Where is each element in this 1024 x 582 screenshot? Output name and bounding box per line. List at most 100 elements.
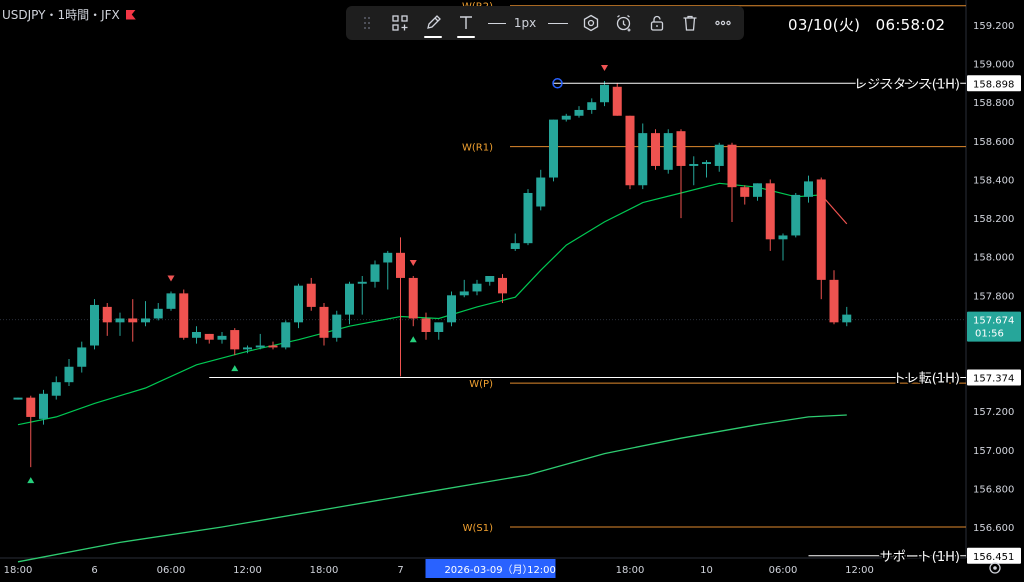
- color-swatch: [423, 36, 442, 38]
- candle-body: [268, 345, 278, 348]
- candle-body: [561, 115, 571, 120]
- candle-body: [77, 347, 87, 367]
- current-price-countdown: 01:56: [975, 329, 1004, 340]
- candle-body: [115, 318, 125, 323]
- candle: [115, 312, 125, 336]
- candle: [702, 160, 711, 178]
- candle-body: [332, 314, 342, 338]
- pivot-label: W(S1): [463, 523, 493, 534]
- candle-body: [536, 177, 546, 207]
- candle-body: [587, 102, 597, 110]
- templates-icon[interactable]: [389, 10, 411, 36]
- candle: [396, 237, 405, 377]
- candle: [281, 320, 291, 350]
- candle: [192, 326, 201, 344]
- alert-icon[interactable]: [613, 10, 635, 36]
- candle: [804, 175, 813, 203]
- candle-body: [676, 131, 686, 166]
- candle: [714, 142, 724, 172]
- price-axis: 159.200 159.000 158.800 158.600 158.400 158.2…: [967, 21, 1021, 564]
- text-color-icon[interactable]: [455, 10, 477, 38]
- horizontal-lines: レジスタンス(1H) トレ転(1H) サポート(1H): [209, 76, 966, 566]
- current-price-value: 157.674: [973, 316, 1014, 327]
- candle-body: [204, 333, 214, 340]
- candle: [485, 276, 495, 286]
- grid: [0, 0, 967, 559]
- candle: [778, 233, 788, 261]
- time-tick-label: 18:00: [310, 565, 339, 576]
- candle-body: [510, 243, 520, 249]
- drawing-toolbar: 1px: [346, 6, 744, 40]
- candle-body: [600, 84, 609, 103]
- moving-average-long: [17, 414, 847, 563]
- candle-body: [842, 314, 852, 323]
- candle-body: [306, 283, 316, 307]
- candle: [447, 291, 456, 327]
- symbol-header[interactable]: USDJPY・1時間・JFX: [2, 6, 136, 23]
- candle-body: [179, 293, 189, 338]
- price-line-badge: [967, 547, 1021, 564]
- pivot-label: W(R1): [462, 143, 493, 154]
- flag-icon[interactable]: [125, 9, 136, 20]
- candle-body: [421, 318, 431, 332]
- candle: [319, 303, 329, 346]
- candle: [753, 183, 762, 201]
- candle-body: [574, 109, 584, 116]
- candle: [561, 113, 571, 122]
- candle: [600, 80, 609, 107]
- candle-body: [383, 252, 393, 263]
- line-style-icon[interactable]: [547, 10, 569, 36]
- line-width-label: 1px: [513, 16, 537, 30]
- time-tick-label: 18:00: [616, 565, 645, 576]
- candle: [472, 279, 482, 296]
- time-tick-label: 12:00: [233, 565, 262, 576]
- candle-body: [829, 279, 839, 323]
- candle-body: [51, 382, 61, 396]
- candle: [370, 260, 380, 288]
- candle: [829, 270, 839, 325]
- candle: [128, 299, 138, 342]
- candle: [306, 277, 316, 311]
- candle: [727, 142, 737, 222]
- candle-body: [791, 194, 801, 236]
- candle: [587, 98, 597, 114]
- candle-body: [90, 304, 99, 346]
- candle: [102, 303, 112, 336]
- candle-body: [39, 393, 48, 419]
- candle: [740, 185, 750, 205]
- candle: [77, 341, 87, 373]
- price-tick-label: 159.000: [973, 60, 1014, 71]
- candle: [357, 276, 367, 315]
- candle-body: [255, 345, 265, 348]
- moving-average-short: [17, 182, 848, 426]
- candle: [51, 376, 61, 400]
- line-color-icon[interactable]: [422, 10, 444, 38]
- drag-handle-icon[interactable]: [356, 10, 378, 36]
- time-tick-label: 06:00: [769, 565, 798, 576]
- candle-body: [612, 86, 622, 116]
- settings-icon[interactable]: [580, 10, 602, 36]
- time-tick-label: 18:00: [4, 565, 33, 576]
- price-line-badge-text: 156.451: [973, 552, 1014, 563]
- candle-body: [663, 133, 673, 170]
- trash-icon[interactable]: [679, 10, 701, 36]
- candle-body: [447, 295, 456, 323]
- lock-icon[interactable]: [646, 10, 668, 36]
- time-tick-label: 7: [397, 565, 403, 576]
- price-line-badge: [967, 369, 1021, 386]
- buy-signal-icon: [27, 477, 35, 484]
- line-anchor-handle[interactable]: [552, 78, 563, 89]
- candle: [523, 189, 533, 246]
- candle-body: [472, 283, 482, 292]
- candle: [166, 291, 176, 311]
- chart-settings-icon[interactable]: [989, 562, 1001, 574]
- line-width-button[interactable]: 1px: [487, 10, 537, 36]
- date-highlight-time: 12:00: [527, 565, 556, 576]
- line-width-icon: [487, 22, 506, 24]
- price-tick-label: 158.000: [973, 253, 1014, 264]
- candle-body: [689, 164, 699, 166]
- date-highlight-date: 2026-03-09（月）: [444, 564, 532, 576]
- more-icon[interactable]: [712, 10, 734, 36]
